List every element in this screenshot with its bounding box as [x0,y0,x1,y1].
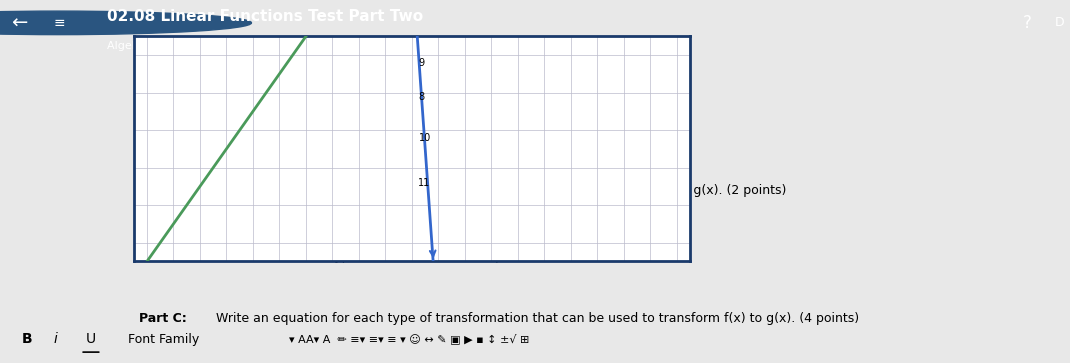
Text: Write an equation for each type of transformation that can be used to transform : Write an equation for each type of trans… [212,313,859,325]
Text: Part B:: Part B: [139,250,187,263]
Text: Solve for k in each type of transformation. (4 points): Solve for k in each type of transformati… [205,250,538,263]
Text: Describe two types of transformations that can be used to transform f(x) to g(x): Describe two types of transformations th… [212,184,786,197]
Text: Font Family: Font Family [128,333,200,346]
Text: ?: ? [1023,14,1031,32]
Text: Part C:: Part C: [139,313,187,325]
Circle shape [0,11,251,34]
Text: ≡: ≡ [54,16,64,30]
Text: i: i [54,332,58,346]
Text: ←: ← [11,13,27,32]
Text: 9: 9 [418,58,425,68]
Text: Algebra I H DE Qtr 1 / Module 02: Linear Functions: Algebra I H DE Qtr 1 / Module 02: Linear… [107,41,387,51]
Text: B: B [21,332,32,346]
Text: 8: 8 [418,92,425,102]
Text: U: U [86,332,95,346]
Text: 10: 10 [419,133,431,143]
Text: D: D [1055,16,1064,29]
Text: ▾ AA▾ A  ✏ ≡▾ ≡▾ ≡ ▾ ☺ ↔ ✎ ▣ ▶ ▪ ↕ ±√ ⊞: ▾ AA▾ A ✏ ≡▾ ≡▾ ≡ ▾ ☺ ↔ ✎ ▣ ▶ ▪ ↕ ±√ ⊞ [289,334,530,344]
Text: 11: 11 [417,178,430,188]
Text: Part A:: Part A: [139,184,187,197]
Text: 02.08 Linear Functions Test Part Two: 02.08 Linear Functions Test Part Two [107,9,423,24]
